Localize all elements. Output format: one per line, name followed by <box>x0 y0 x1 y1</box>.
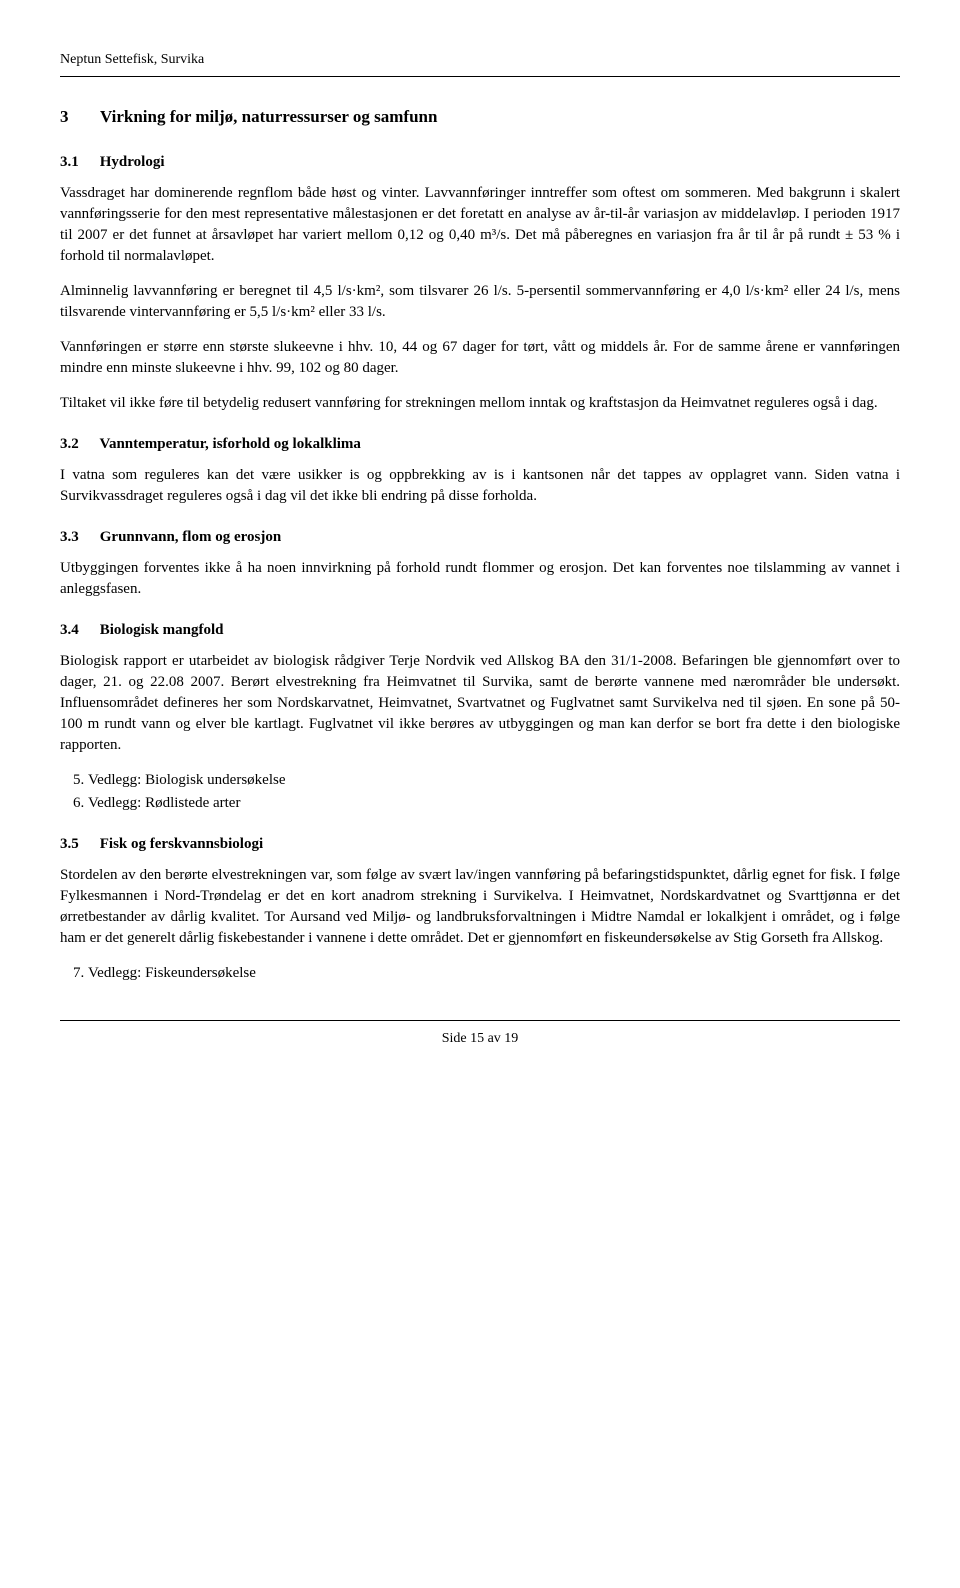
subsection-heading-31: 3.1 Hydrologi <box>60 152 900 173</box>
subsection-number: 3.3 <box>60 527 96 548</box>
body-paragraph: Biologisk rapport er utarbeidet av biolo… <box>60 651 900 756</box>
subsection-title: Fisk og ferskvannsbiologi <box>100 836 263 852</box>
attachment-list: Vedlegg: Biologisk undersøkelse Vedlegg:… <box>88 770 900 814</box>
subsection-heading-34: 3.4 Biologisk mangfold <box>60 620 900 641</box>
list-item: Vedlegg: Fiskeundersøkelse <box>88 963 900 984</box>
body-paragraph: Vannføringen er større enn største sluke… <box>60 337 900 379</box>
list-item: Vedlegg: Biologisk undersøkelse <box>88 770 900 791</box>
subsection-title: Biologisk mangfold <box>100 622 224 638</box>
header-rule <box>60 76 900 77</box>
subsection-number: 3.2 <box>60 434 96 455</box>
attachment-list: Vedlegg: Fiskeundersøkelse <box>88 963 900 984</box>
subsection-title: Grunnvann, flom og erosjon <box>100 529 281 545</box>
body-paragraph: I vatna som reguleres kan det være usikk… <box>60 465 900 507</box>
subsection-number: 3.4 <box>60 620 96 641</box>
section-number: 3 <box>60 105 96 129</box>
body-paragraph: Vassdraget har dominerende regnflom både… <box>60 183 900 267</box>
section-heading: 3 Virkning for miljø, naturressurser og … <box>60 105 900 129</box>
subsection-number: 3.1 <box>60 152 96 173</box>
subsection-heading-32: 3.2 Vanntemperatur, isforhold og lokalkl… <box>60 434 900 455</box>
page-number: Side 15 av 19 <box>60 1029 900 1049</box>
list-item: Vedlegg: Rødlistede arter <box>88 793 900 814</box>
subsection-heading-33: 3.3 Grunnvann, flom og erosjon <box>60 527 900 548</box>
subsection-heading-35: 3.5 Fisk og ferskvannsbiologi <box>60 834 900 855</box>
subsection-number: 3.5 <box>60 834 96 855</box>
subsection-title: Vanntemperatur, isforhold og lokalklima <box>99 436 360 452</box>
body-paragraph: Tiltaket vil ikke føre til betydelig red… <box>60 393 900 414</box>
document-header: Neptun Settefisk, Survika <box>60 50 900 70</box>
footer-rule <box>60 1020 900 1021</box>
section-title: Virkning for miljø, naturressurser og sa… <box>100 107 438 126</box>
body-paragraph: Alminnelig lavvannføring er beregnet til… <box>60 281 900 323</box>
body-paragraph: Utbyggingen forventes ikke å ha noen inn… <box>60 558 900 600</box>
body-paragraph: Stordelen av den berørte elvestrekningen… <box>60 865 900 949</box>
subsection-title: Hydrologi <box>100 154 165 170</box>
